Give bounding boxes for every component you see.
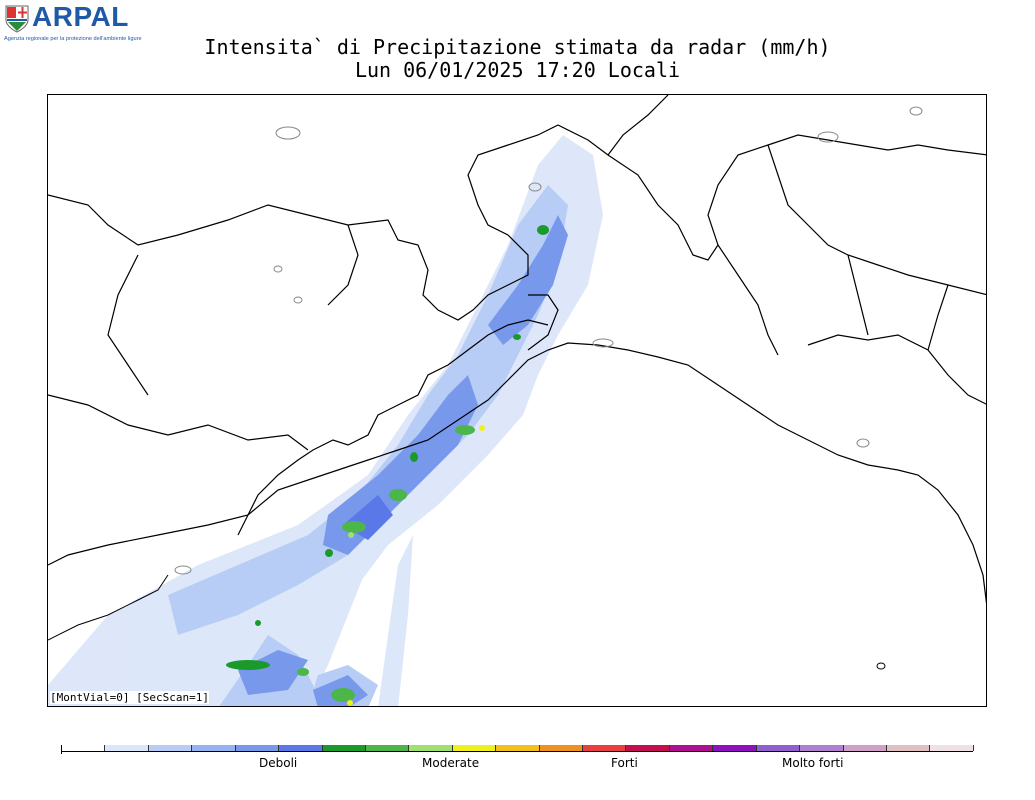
legend-swatch — [756, 745, 801, 751]
legend-swatch — [452, 745, 497, 751]
legend-swatch — [62, 745, 106, 751]
legend-baseline — [61, 751, 973, 752]
legend-swatch — [626, 745, 670, 751]
legend-swatch — [409, 745, 453, 751]
shield-icon — [5, 5, 29, 33]
legend-swatch — [713, 745, 757, 751]
legend-swatch — [800, 745, 844, 751]
legend-swatch — [843, 745, 888, 751]
legend-label-moderate: Moderate — [422, 756, 480, 770]
precip-moderate-cells — [226, 225, 549, 706]
legend-swatch — [235, 745, 280, 751]
map-footnote: [MontVial=0] [SecScan=1] — [50, 691, 209, 704]
logo-subtitle: Agenzia regionale per la protezione dell… — [4, 36, 142, 42]
legend-label-deboli: Deboli — [259, 756, 298, 770]
lakes-layer — [174, 106, 923, 575]
logo-text: ARPAL — [32, 1, 129, 32]
legend-swatch — [279, 745, 323, 751]
coastline — [48, 574, 169, 641]
legend-swatch — [669, 745, 714, 751]
color-legend — [61, 745, 974, 754]
legend-swatch — [192, 745, 236, 751]
page-subtitle: Lun 06/01/2025 17:20 Locali — [354, 58, 681, 82]
radar-map: [MontVial=0] [SecScan=1] — [47, 94, 987, 707]
arpal-logo: ARPAL Agenzia regionale per la protezion… — [3, 1, 153, 45]
page-title: Intensita` di Precipitazione stimata da … — [204, 35, 831, 59]
admin-borders — [48, 95, 986, 604]
legend-swatch — [105, 745, 149, 751]
radar-map-canvas — [48, 95, 986, 706]
island — [876, 662, 886, 670]
legend-swatch — [322, 745, 366, 751]
legend-swatch — [930, 745, 974, 751]
legend-swatch — [583, 745, 627, 751]
legend-label-forti: Forti — [611, 756, 638, 770]
legend-swatch — [496, 745, 540, 751]
legend-swatch — [365, 745, 410, 751]
legend-swatch — [148, 745, 193, 751]
legend-label-molto-forti: Molto forti — [782, 756, 844, 770]
legend-swatch — [887, 745, 931, 751]
precip-light-layer — [48, 135, 603, 706]
legend-swatch — [539, 745, 584, 751]
